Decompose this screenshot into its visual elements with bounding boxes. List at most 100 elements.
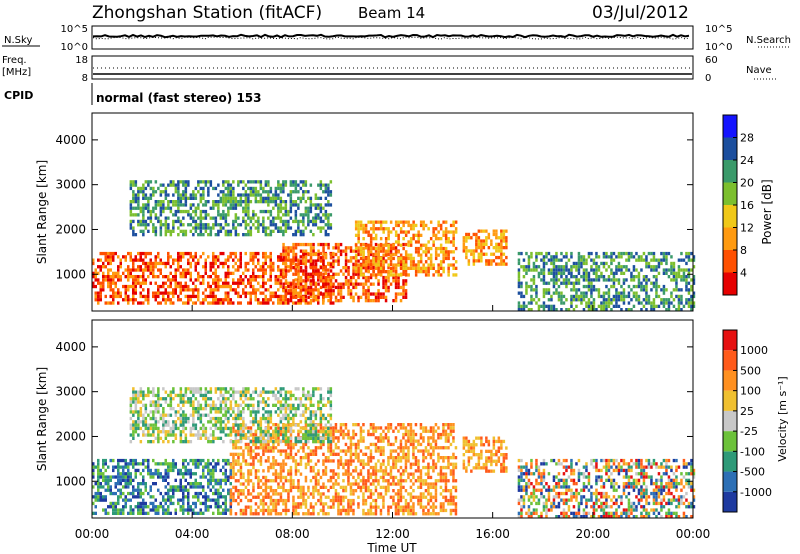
echo-cell-1-0	[224, 475, 227, 479]
echo-cell-0-0	[97, 291, 100, 295]
echo-cell-0-2	[387, 237, 390, 241]
echo-cell-0-4	[209, 206, 213, 210]
echo-cell-1-1	[234, 489, 238, 493]
echo-cell-0-0	[239, 278, 242, 282]
echo-cell-0-5	[607, 265, 611, 269]
echo-cell-1-0	[154, 482, 157, 486]
echo-cell-1-0	[117, 482, 120, 486]
echo-cell-1-0	[112, 491, 115, 496]
echo-cell-0-5	[597, 304, 601, 308]
echo-cell-0-4	[319, 206, 323, 210]
echo-cell-1-1	[284, 508, 288, 513]
echo-cell-0-0	[259, 265, 262, 269]
echo-cell-0-1	[404, 269, 408, 273]
echo-cell-0-0	[202, 281, 205, 285]
echo-cell-0-1	[369, 299, 373, 303]
echo-cell-1-0	[194, 478, 197, 482]
echo-cell-0-1	[349, 282, 353, 286]
echo-cell-0-0	[329, 298, 332, 302]
echo-cell-0-0	[112, 255, 115, 259]
echo-cell-1-1	[304, 502, 308, 506]
echo-cell-0-1	[347, 282, 350, 286]
echo-cell-0-5	[547, 291, 551, 295]
echo-cell-0-3	[500, 239, 503, 243]
echo-cell-1-1	[362, 459, 365, 463]
echo-cell-1-1	[242, 492, 245, 496]
echo-cell-0-4	[142, 183, 145, 187]
echo-cell-0-0	[179, 281, 182, 285]
echo-cell-0-4	[137, 196, 140, 200]
echo-cell-0-4	[132, 226, 135, 230]
echo-cell-0-4	[224, 203, 228, 207]
echo-cell-0-4	[264, 180, 268, 184]
echo-cell-0-5	[595, 251, 598, 256]
echo-cell-0-2	[382, 243, 385, 247]
echo-cell-1-1	[254, 432, 258, 437]
echo-cell-0-5	[580, 258, 583, 262]
echo-cell-1-1	[269, 512, 273, 516]
echo-cell-0-2	[397, 220, 400, 224]
echo-cell-0-4	[237, 193, 240, 197]
echo-cell-1-1	[387, 423, 390, 427]
echo-cell-1-0	[144, 458, 147, 463]
echo-cell-1-1	[349, 498, 353, 503]
echo-cell-0-4	[282, 223, 285, 227]
echo-cell-1-0	[102, 465, 105, 469]
echo-cell-0-4	[257, 190, 260, 194]
echo-cell-0-0	[197, 271, 200, 275]
echo-cell-1-1	[382, 436, 385, 440]
echo-cell-0-1	[337, 282, 340, 286]
echo-cell-1-1	[262, 512, 265, 516]
nave-label: Nave	[746, 65, 772, 76]
echo-cell-1-0	[119, 475, 122, 479]
echo-cell-1-1	[354, 489, 358, 493]
echo-cell-0-4	[214, 203, 218, 207]
echo-cell-1-0	[187, 488, 190, 492]
echo-cell-1-0	[209, 475, 212, 479]
echo-cell-0-0	[274, 278, 277, 282]
echo-cell-1-1	[394, 439, 398, 443]
echo-cell-1-1	[254, 472, 258, 476]
echo-cell-1-1	[357, 472, 360, 476]
echo-cell-0-4	[159, 209, 163, 214]
echo-cell-1-1	[342, 498, 345, 503]
echo-cell-0-4	[302, 180, 305, 184]
echo-cell-1-1	[264, 495, 268, 499]
echo-cell-0-0	[179, 258, 182, 262]
echo-cell-0-5	[590, 304, 593, 308]
echo-cell-0-4	[172, 223, 175, 227]
echo-cell-0-0	[147, 275, 150, 279]
echo-cell-0-4	[177, 226, 180, 230]
echo-cell-1-0	[99, 468, 102, 473]
echo-cell-0-5	[602, 278, 606, 282]
echo-cell-1-1	[384, 492, 388, 496]
echo-cell-0-0	[172, 291, 175, 295]
echo-cell-0-0	[137, 278, 140, 282]
echo-cell-0-5	[620, 298, 623, 302]
echo-cell-0-0	[139, 281, 142, 285]
echo-cell-0-0	[179, 265, 182, 269]
echo-cell-0-2	[354, 227, 358, 231]
echo-cell-0-0	[297, 294, 300, 299]
echo-cell-1-0	[124, 478, 127, 482]
echo-cell-1-0	[109, 488, 112, 492]
echo-cell-0-5	[575, 298, 578, 302]
echo-cell-0-5	[685, 261, 688, 266]
echo-cell-0-1	[314, 295, 318, 299]
echo-cell-0-0	[139, 258, 142, 262]
echo-cell-0-5	[677, 271, 681, 275]
echo-cell-0-1	[339, 252, 343, 257]
echo-cell-0-5	[517, 284, 521, 289]
echo-cell-0-4	[247, 223, 250, 227]
echo-cell-0-5	[630, 308, 633, 312]
echo-cell-0-3	[505, 236, 508, 240]
echo-cell-0-2	[372, 237, 375, 241]
echo-cell-0-0	[94, 294, 97, 299]
echo-cell-0-5	[585, 304, 588, 308]
echo-cell-0-0	[104, 278, 107, 282]
echo-cell-0-5	[675, 288, 678, 292]
echo-cell-0-0	[289, 284, 292, 289]
echo-cell-0-0	[277, 268, 280, 272]
echo-cell-1-1	[294, 465, 298, 470]
noise-search-label: N.Search	[746, 35, 791, 46]
